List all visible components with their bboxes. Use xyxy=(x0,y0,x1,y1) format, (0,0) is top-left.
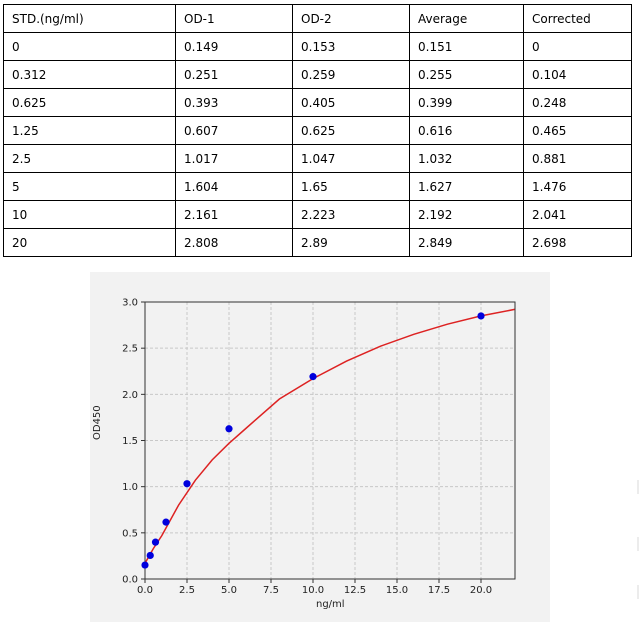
table-cell: 2.041 xyxy=(523,200,632,229)
table-cell: 0.881 xyxy=(523,144,632,173)
column-header: Corrected xyxy=(523,4,632,33)
table-cell: 0.153 xyxy=(292,32,410,61)
table-cell: 10 xyxy=(3,200,176,229)
fitted-curve xyxy=(144,308,515,564)
data-point xyxy=(225,425,233,433)
table-cell: 0.399 xyxy=(409,88,524,117)
grid-lines xyxy=(144,301,515,580)
edge-artifact xyxy=(637,585,639,599)
x-tick-label: 2.5 xyxy=(179,585,195,596)
data-point xyxy=(151,538,160,546)
y-tick-label: 0.5 xyxy=(122,528,138,539)
table-cell: 0.607 xyxy=(175,116,293,145)
x-tick-label: 10.0 xyxy=(302,585,324,596)
data-point xyxy=(162,518,170,526)
x-axis-label: ng/ml xyxy=(316,599,345,610)
table-cell: 1.047 xyxy=(292,144,410,173)
standard-curve-table: STD.(ng/ml) OD-1 OD-2 Average Corrected 0 0.14… xyxy=(3,4,632,257)
column-header: Average xyxy=(409,4,524,33)
data-point xyxy=(309,373,317,381)
table-row: 5 1.604 1.65 1.627 1.476 xyxy=(3,172,632,201)
table-cell: 0.312 xyxy=(3,60,176,89)
table-cell: 0.616 xyxy=(409,116,524,145)
x-tick-label: 12.5 xyxy=(344,585,366,596)
table-cell: 20 xyxy=(3,228,176,257)
table-row: 0.625 0.393 0.405 0.399 0.248 xyxy=(3,88,632,117)
table-cell: 0.393 xyxy=(175,88,293,117)
table-row: 20 2.808 2.89 2.849 2.698 xyxy=(3,228,632,257)
table-row: 2.5 1.017 1.047 1.032 0.881 xyxy=(3,144,632,173)
table-cell: 1.627 xyxy=(409,172,524,201)
data-points xyxy=(141,312,485,569)
table-cell: 2.808 xyxy=(175,228,293,257)
data-point xyxy=(477,312,485,320)
column-header: OD-1 xyxy=(175,4,293,33)
column-header: STD.(ng/ml) xyxy=(3,4,176,33)
table-row: 1.25 0.607 0.625 0.616 0.465 xyxy=(3,116,632,145)
x-tick-label: 20.0 xyxy=(470,585,492,596)
data-point xyxy=(141,561,149,569)
y-tick-label: 2.0 xyxy=(122,390,138,401)
header-row: STD.(ng/ml) OD-1 OD-2 Average Corrected xyxy=(3,4,632,33)
edge-artifact xyxy=(637,537,639,551)
table-cell: 1.65 xyxy=(292,172,410,201)
x-tick-label: 0.0 xyxy=(137,585,153,596)
table-row: 0.312 0.251 0.259 0.255 0.104 xyxy=(3,60,632,89)
data-point xyxy=(146,551,154,560)
table-cell: 2.698 xyxy=(523,228,632,257)
table-cell: 0.255 xyxy=(409,60,524,89)
chart-panel xyxy=(90,272,550,622)
table-cell: 1.476 xyxy=(523,172,632,201)
table-cell: 2.223 xyxy=(292,200,410,229)
y-tick-label: 3.0 xyxy=(122,298,138,309)
table-cell: 0.625 xyxy=(292,116,410,145)
table-row: 0 0.149 0.153 0.151 0 xyxy=(3,32,632,61)
y-tick-label: 1.0 xyxy=(122,482,138,493)
x-tick-label: 15.0 xyxy=(386,585,408,596)
x-tick-label: 5.0 xyxy=(221,585,237,596)
table-cell: 2.161 xyxy=(175,200,293,229)
table-row: 10 2.161 2.223 2.192 2.041 xyxy=(3,200,632,229)
table-cell: 1.032 xyxy=(409,144,524,173)
table-cell: 2.849 xyxy=(409,228,524,257)
table-cell: 1.604 xyxy=(175,172,293,201)
edge-artifact xyxy=(637,480,639,494)
axis-ticks: 0.0 2.5 5.0 7.5 10.0 12.5 15.0 17.5 20.0 0.0 0.5 1.… xyxy=(122,298,492,596)
data-point xyxy=(183,480,191,488)
table-cell: 0.149 xyxy=(175,32,293,61)
y-axis-label: OD450 xyxy=(92,405,103,440)
x-tick-label: 7.5 xyxy=(263,585,279,596)
y-tick-label: 1.5 xyxy=(122,436,138,447)
table-cell: 1.25 xyxy=(3,116,176,145)
table-cell: 2.89 xyxy=(292,228,410,257)
y-tick-label: 2.5 xyxy=(122,344,138,355)
x-tick-label: 17.5 xyxy=(428,585,450,596)
y-tick-label: 0.0 xyxy=(122,575,138,586)
